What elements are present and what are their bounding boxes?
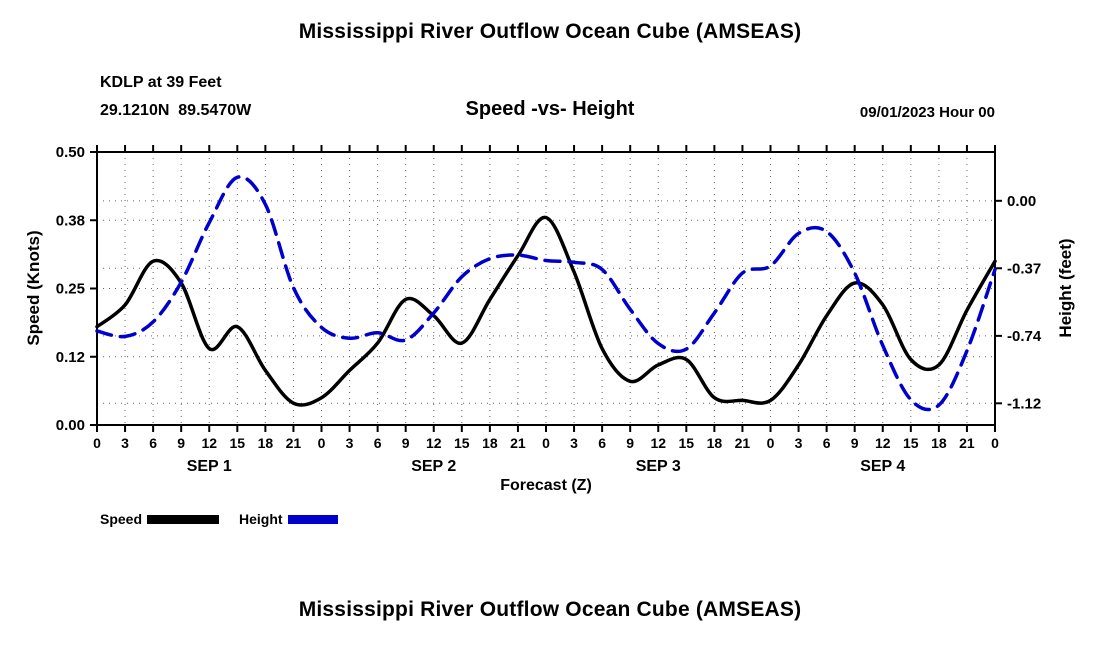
legend-swatch-speed: [147, 514, 220, 524]
y-left-tick-label: 0.12: [56, 349, 85, 366]
x-tick-label: 18: [482, 435, 498, 451]
series-height-line: [95, 175, 997, 412]
legend-swatch-height: [287, 514, 338, 524]
x-tick-label: 0: [991, 435, 999, 451]
x-tick-label: 6: [149, 435, 157, 451]
x-tick-label: 3: [570, 435, 578, 451]
x-tick-label: 18: [258, 435, 274, 451]
x-tick-label: 6: [598, 435, 606, 451]
x-tick-label: 15: [679, 435, 695, 451]
x-tick-label: 0: [542, 435, 550, 451]
day-label: SEP 1: [187, 458, 232, 475]
x-tick-label: 15: [454, 435, 470, 451]
x-tick-label: 9: [177, 435, 185, 451]
x-tick-label: 12: [201, 435, 217, 451]
x-tick-label: 12: [875, 435, 891, 451]
x-tick-label: 15: [230, 435, 246, 451]
x-tick-label: 15: [903, 435, 919, 451]
x-tick-label: 21: [510, 435, 526, 451]
y-left-tick-label: 0.00: [56, 417, 85, 434]
x-tick-label: 12: [426, 435, 442, 451]
x-axis-title: Forecast (Z): [500, 477, 592, 494]
y-left-tick-label: 0.38: [56, 212, 85, 229]
x-tick-label: 21: [959, 435, 975, 451]
x-tick-label: 18: [931, 435, 947, 451]
y-right-tick-label: 0.00: [1007, 193, 1036, 210]
y-left-tick-label: 0.25: [56, 281, 85, 298]
day-label: SEP 2: [411, 458, 456, 475]
legend-label-speed: Speed: [100, 511, 143, 527]
x-tick-label: 0: [318, 435, 326, 451]
station-label: KDLP at 39 Feet: [100, 74, 222, 91]
y-left-tick-label: 0.50: [56, 144, 85, 161]
day-label: SEP 4: [860, 458, 905, 475]
legend-label-height: Height: [239, 511, 283, 527]
x-tick-label: 21: [735, 435, 751, 451]
x-tick-label: 0: [767, 435, 775, 451]
x-tick-label: 3: [795, 435, 803, 451]
plot-area: 0 3 6 9 12 15 18 21 0 3 6 9 12 15 18 21 0 3 6 9 12 15 18 21 0 3 6 9…: [56, 144, 1042, 475]
day-label: SEP 3: [636, 458, 681, 475]
x-tick-label: 12: [650, 435, 666, 451]
legend: Speed Height: [100, 511, 338, 527]
second-chart-title: Mississippi River Outflow Ocean Cube (AM…: [298, 598, 802, 621]
y-right-tick-label: -1.12: [1007, 395, 1041, 412]
x-tick-label: 9: [851, 435, 859, 451]
series-speed-line: [95, 215, 997, 407]
coordinates-label: 29.1210N 89.5470W: [100, 102, 252, 119]
x-tick-label: 3: [346, 435, 354, 451]
datetime-label: 09/01/2023 Hour 00: [859, 104, 995, 121]
x-tick-label: 21: [286, 435, 302, 451]
x-tick-label: 0: [93, 435, 101, 451]
x-tick-label: 9: [626, 435, 634, 451]
x-tick-label: 6: [374, 435, 382, 451]
x-tick-label: 3: [121, 435, 129, 451]
x-tick-label: 18: [707, 435, 723, 451]
x-tick-label: 9: [402, 435, 410, 451]
plot-subtitle: Speed -vs- Height: [465, 98, 635, 120]
chart-title: Mississippi River Outflow Ocean Cube (AM…: [298, 20, 802, 43]
x-tick-label: 6: [823, 435, 831, 451]
y-right-tick-label: -0.74: [1007, 328, 1042, 345]
y-right-tick-label: -0.37: [1007, 260, 1041, 277]
